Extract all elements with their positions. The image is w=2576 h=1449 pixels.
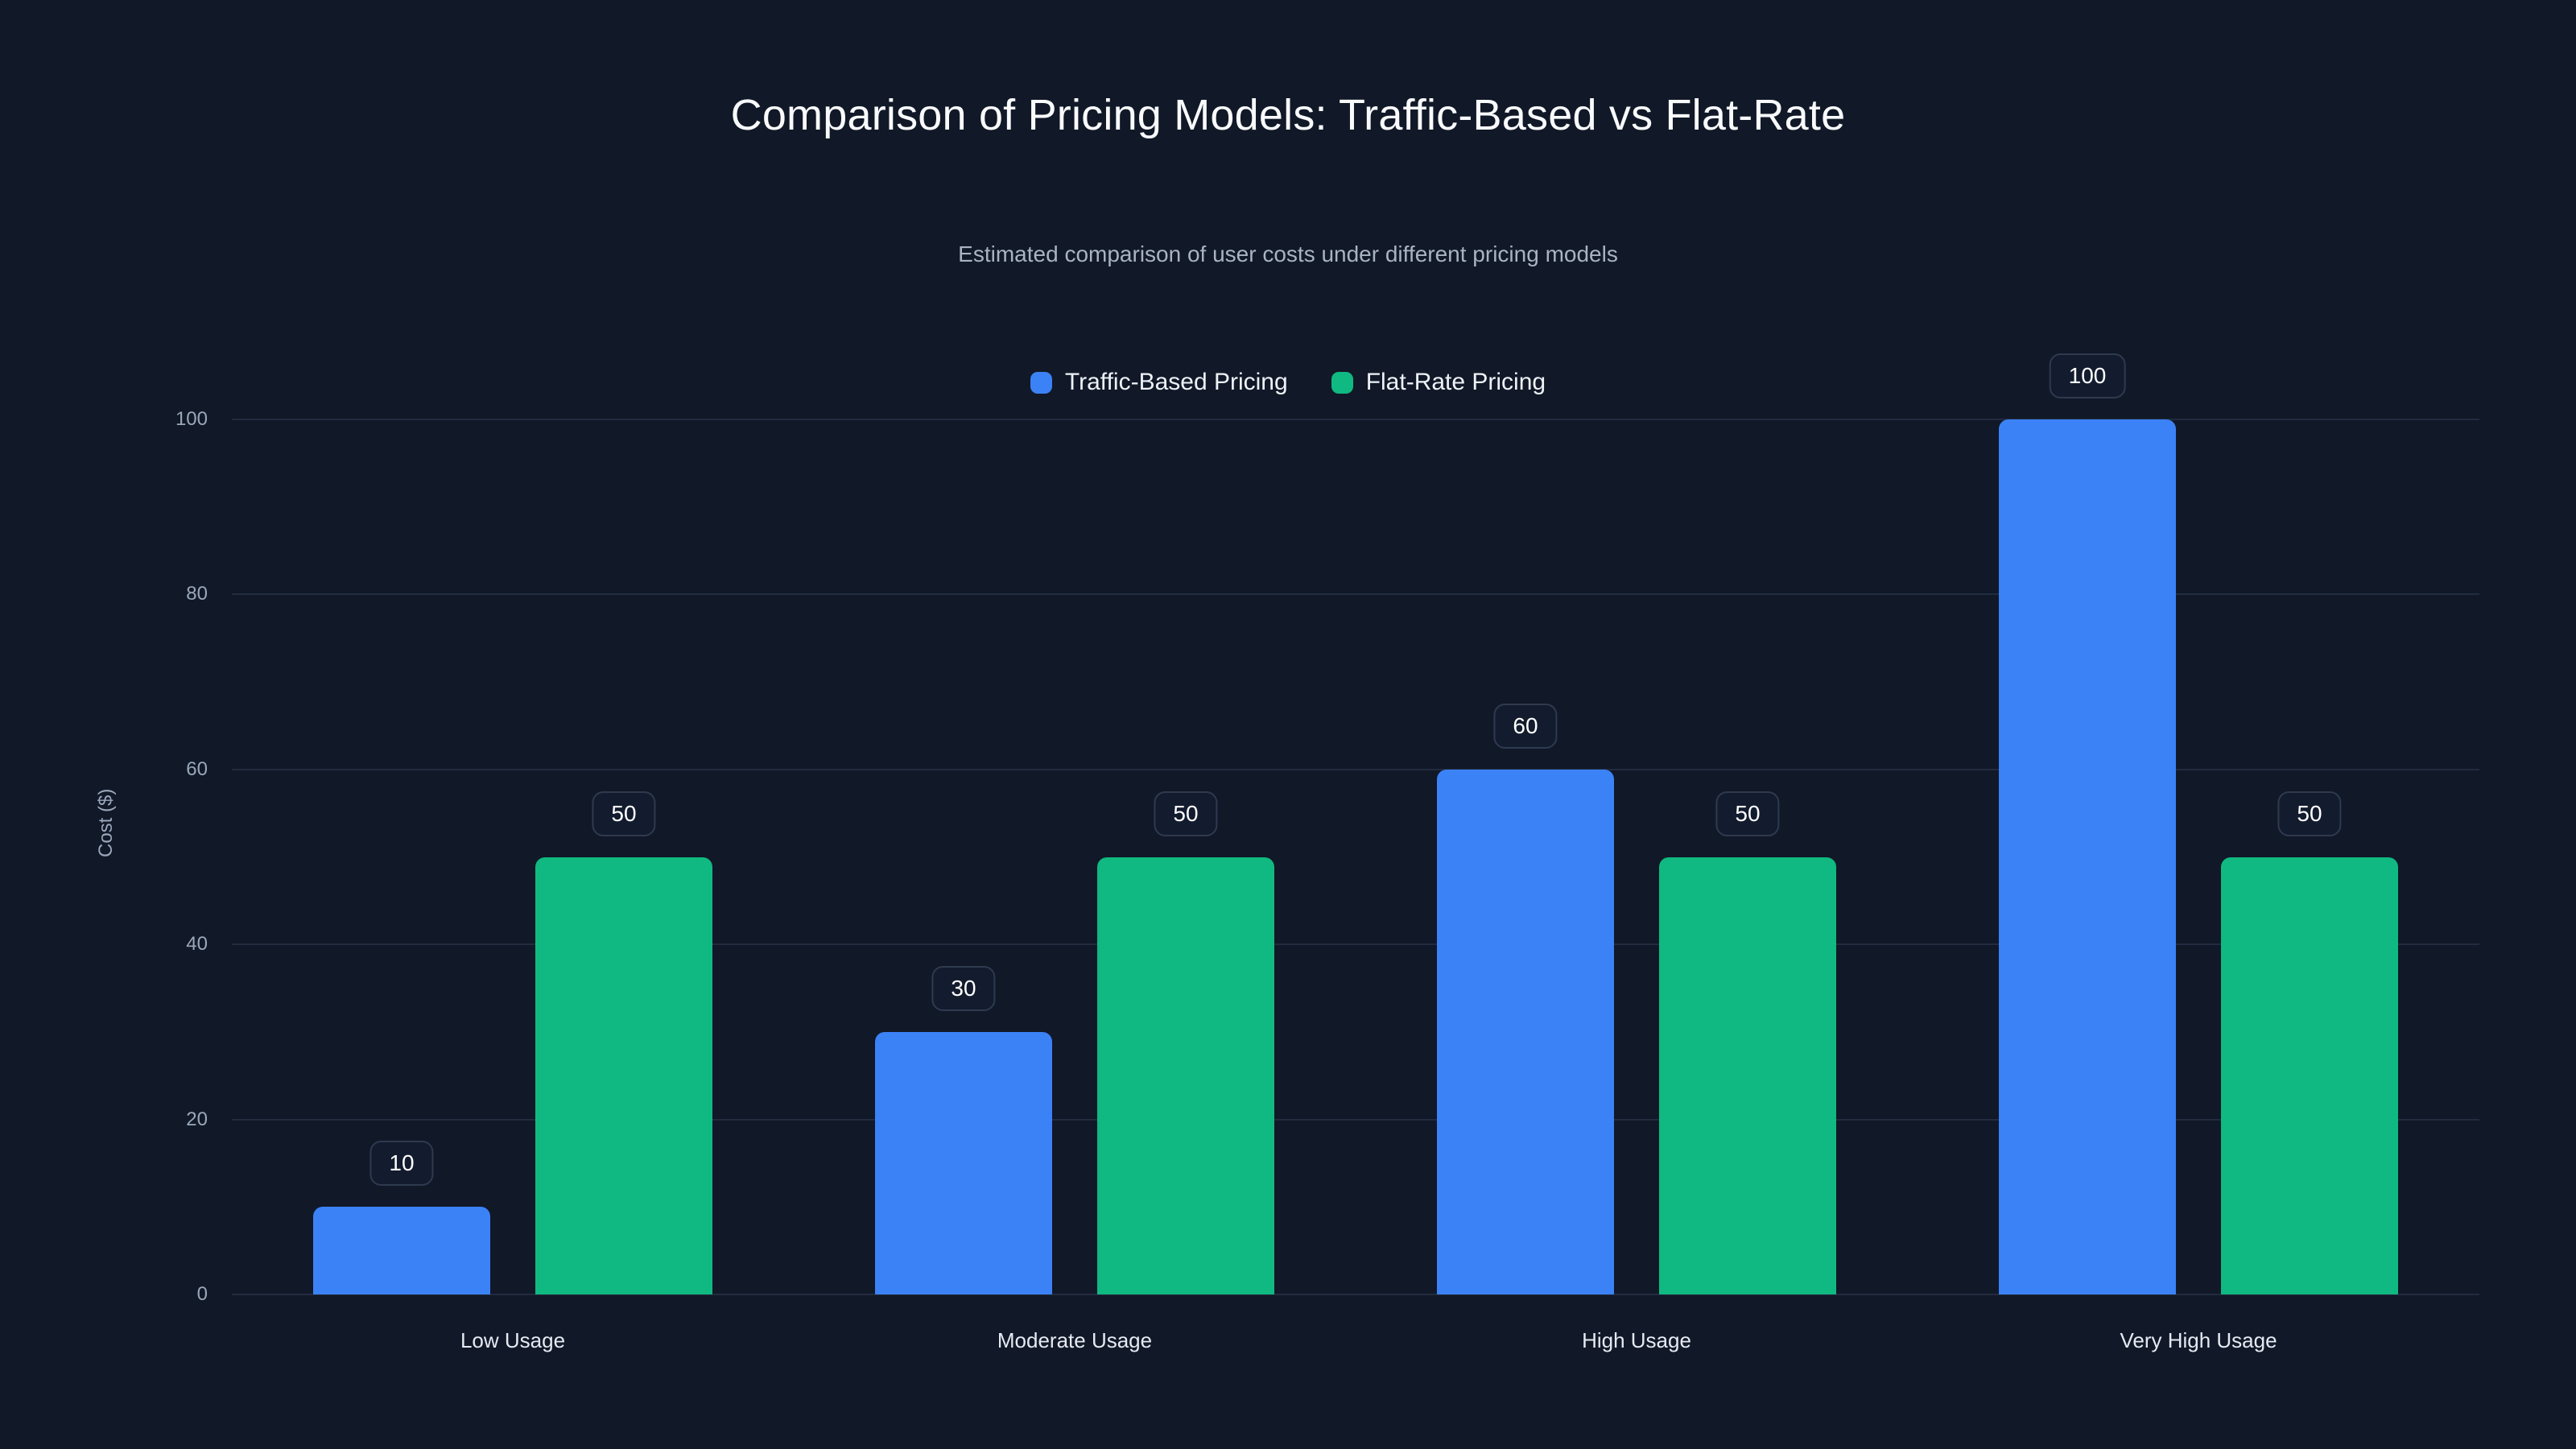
bar-value-label: 10 <box>369 1141 434 1187</box>
y-axis-tick-label: 100 <box>175 408 208 430</box>
y-axis-tick-label: 60 <box>186 758 208 780</box>
bar-value-label: 60 <box>1493 703 1558 749</box>
x-axis-category-label: Low Usage <box>460 1328 566 1352</box>
x-axis-category-label: Moderate Usage <box>997 1328 1153 1352</box>
chart-title: Comparison of Pricing Models: Traffic-Ba… <box>730 91 1846 139</box>
bar-value-label: 50 <box>2277 791 2342 836</box>
axis-baseline <box>232 1294 2479 1295</box>
y-axis-title: Cost ($) <box>95 788 117 857</box>
plot-area: 10 50 30 50 60 50 100 50 <box>232 353 2479 1295</box>
bar-value-label: 30 <box>931 965 996 1011</box>
bar-value-label: 100 <box>2049 353 2126 398</box>
chart-legend: Traffic-Based Pricing Flat-Rate Pricing <box>0 370 2576 394</box>
bar[interactable] <box>1097 857 1274 1294</box>
bar[interactable] <box>2221 857 2398 1294</box>
bar[interactable] <box>1999 419 2176 1294</box>
y-axis-tick-label: 20 <box>186 1108 208 1130</box>
bar-value-label: 50 <box>1154 791 1218 836</box>
legend-swatch-icon <box>1030 371 1052 394</box>
bar[interactable] <box>535 857 712 1294</box>
chart-subtitle: Estimated comparison of user costs under… <box>958 242 1618 266</box>
gridline <box>232 943 2479 946</box>
y-axis-tick-label: 80 <box>186 583 208 605</box>
x-axis-category-label: High Usage <box>1582 1328 1691 1352</box>
gridline <box>232 1118 2479 1121</box>
bar[interactable] <box>1659 857 1836 1294</box>
legend-swatch-icon <box>1331 371 1353 394</box>
bar[interactable] <box>313 1207 490 1294</box>
y-axis-tick-label: 0 <box>196 1283 208 1305</box>
bar[interactable] <box>1437 769 1614 1294</box>
legend-label: Traffic-Based Pricing <box>1064 369 1288 395</box>
y-axis-tick-label: 40 <box>186 933 208 956</box>
gridline <box>232 419 2479 420</box>
bar[interactable] <box>875 1031 1052 1294</box>
x-axis-category-label: Very High Usage <box>2120 1328 2277 1352</box>
bar-value-label: 50 <box>1715 791 1780 836</box>
legend-item-traffic-based-pricing[interactable]: Traffic-Based Pricing <box>1030 370 1288 394</box>
gridline <box>232 768 2479 770</box>
legend-label: Flat-Rate Pricing <box>1365 369 1546 395</box>
bar-value-label: 50 <box>592 791 656 836</box>
gridline <box>232 593 2479 596</box>
legend-item-flat-rate-pricing[interactable]: Flat-Rate Pricing <box>1331 370 1546 394</box>
